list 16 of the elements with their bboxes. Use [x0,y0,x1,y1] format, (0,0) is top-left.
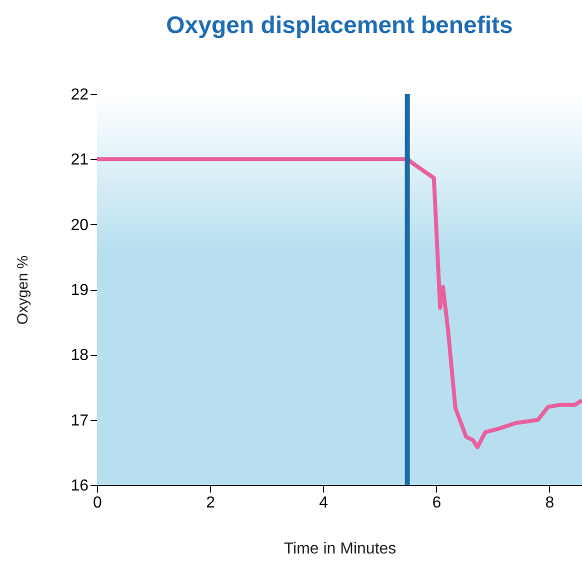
y-axis-title: Oxygen % [14,255,32,325]
y-tick-label: 18 [70,347,89,364]
x-tick-label: 2 [206,494,216,512]
y-tick-label: 19 [70,282,89,299]
x-tick-label: 8 [545,494,554,512]
x-tick-label: 4 [319,494,328,512]
x-tick-label: 0 [93,494,102,512]
chart-title: Oxygen displacement benefits [166,12,513,39]
line-series [97,157,582,450]
y-tick-label: 22 [70,86,89,104]
x-axis-title: Time in Minutes [284,540,396,558]
y-tick-label: 20 [70,216,89,234]
y-tick-label: 17 [70,412,89,430]
y-tick-label: 21 [70,152,89,169]
y-tick-label: 16 [70,478,89,494]
x-tick-label: 6 [432,494,442,512]
